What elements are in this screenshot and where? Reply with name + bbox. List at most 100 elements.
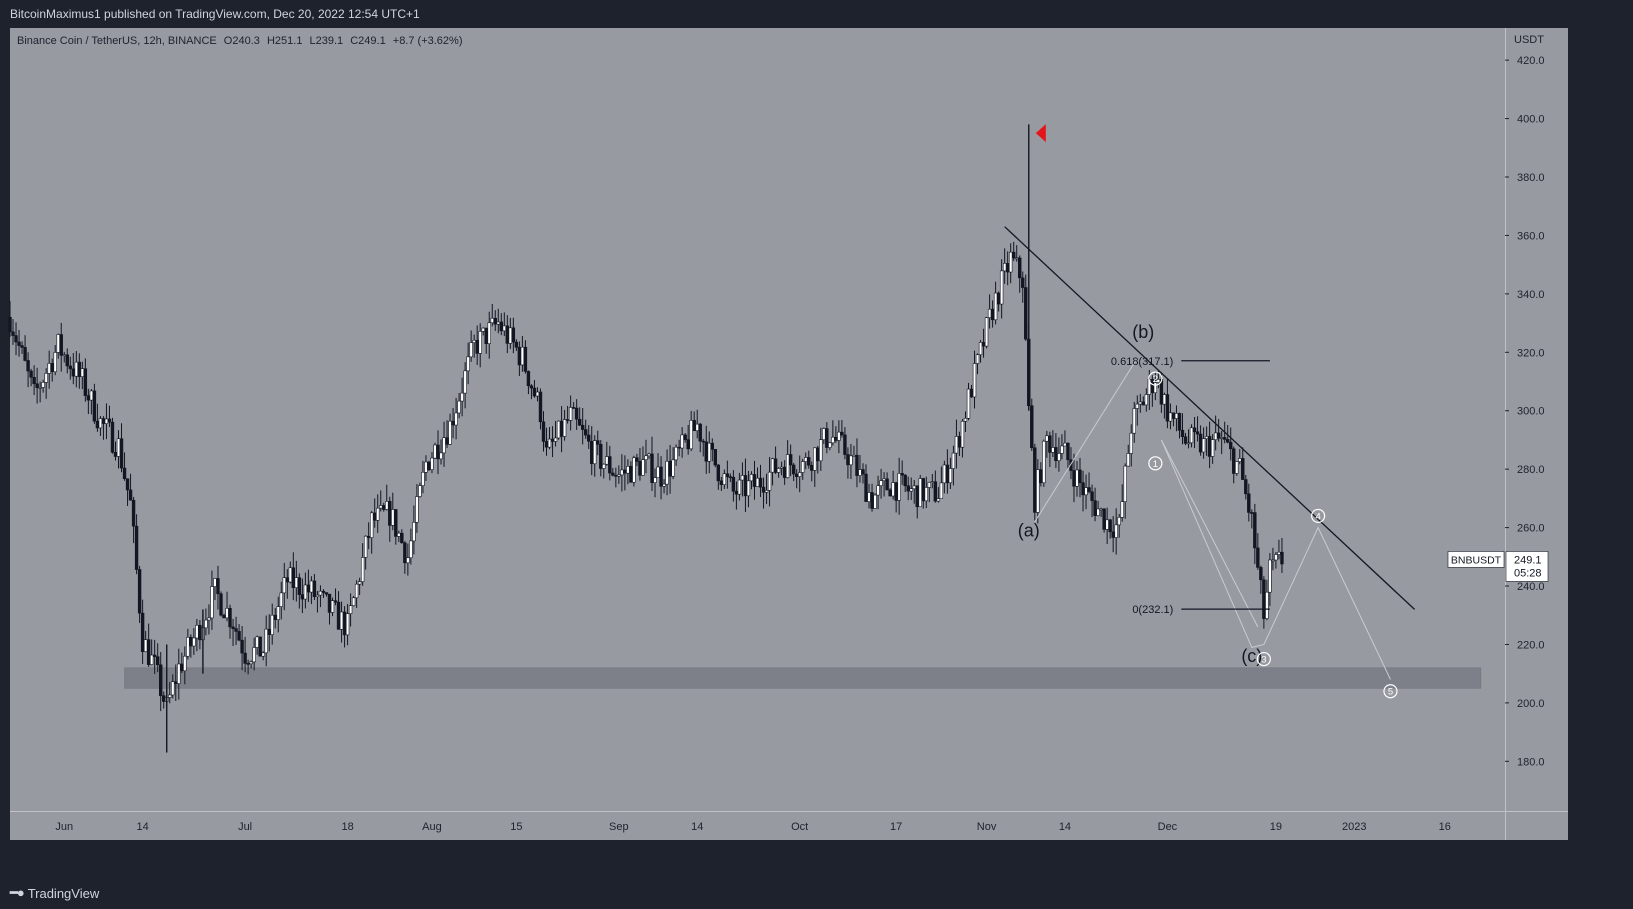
- candle-body-down: [933, 481, 938, 502]
- candle-body-up: [999, 270, 1004, 305]
- candle-body-up: [1138, 401, 1142, 405]
- candle: [155, 643, 160, 673]
- chart-area[interactable]: 0.618(317.1) 0(232.1) (a) (b) (c) 1 2 3 4 5 420.0…: [0, 28, 1633, 876]
- candle: [442, 421, 446, 467]
- change-value: +8.7 (+3.62%): [393, 35, 463, 47]
- candle: [1117, 513, 1121, 538]
- candle-body-down: [243, 652, 247, 664]
- candle-body-down: [324, 592, 329, 595]
- candle-body-up: [1063, 442, 1067, 447]
- candle: [110, 417, 115, 454]
- candle-body-up: [207, 617, 211, 621]
- candle-body-up: [556, 420, 561, 439]
- candle: [1189, 424, 1194, 448]
- countdown-value: 05:28: [1514, 567, 1542, 579]
- candle-body-down: [526, 371, 531, 387]
- candle-body-down: [894, 482, 898, 501]
- candle-body-up: [303, 584, 308, 600]
- candle-body-down: [451, 420, 455, 426]
- candle-body-up: [454, 412, 458, 426]
- candle: [14, 322, 18, 356]
- candle-body-down: [758, 477, 763, 488]
- wave-count-number: 1: [1153, 459, 1158, 470]
- x-tick-label: Oct: [791, 821, 808, 833]
- candle: [92, 383, 97, 424]
- candle: [454, 397, 458, 440]
- candle-body-down: [692, 420, 696, 432]
- candle-body-down: [698, 423, 702, 442]
- candle-body-down: [761, 486, 766, 493]
- candle: [354, 580, 359, 608]
- candle-body-down: [1195, 431, 1200, 435]
- candle: [731, 470, 736, 502]
- candle-body-down: [388, 501, 392, 526]
- candle-body-up: [695, 423, 699, 432]
- candle-body-down: [300, 594, 305, 600]
- candle-body-up: [641, 459, 645, 476]
- candle-body-up: [1105, 519, 1109, 530]
- candle: [855, 438, 859, 488]
- candle: [807, 450, 811, 469]
- candle-body-down: [20, 345, 24, 348]
- candle: [478, 323, 482, 368]
- candle: [1093, 487, 1097, 522]
- candle-body-down: [1011, 251, 1016, 259]
- candle: [1036, 459, 1040, 524]
- candle-body-up: [1144, 394, 1149, 406]
- candle-body-down: [1216, 432, 1221, 439]
- candle: [216, 565, 220, 610]
- candle-body-down: [1262, 579, 1266, 619]
- candle: [840, 420, 844, 438]
- candle-body-down: [544, 441, 549, 448]
- candle: [430, 452, 434, 474]
- candle-body-down: [231, 626, 235, 629]
- y-tick-label: 200.0: [1517, 698, 1545, 710]
- candle: [758, 464, 763, 497]
- candle-body-up: [397, 532, 401, 537]
- candle-body-down: [327, 593, 332, 613]
- candle-body-up: [354, 583, 359, 599]
- tradingview-logo-icon: ━●: [10, 885, 25, 900]
- candle-body-up: [430, 457, 434, 470]
- candle: [345, 604, 350, 646]
- candle-body-down: [107, 418, 112, 423]
- candle: [788, 444, 793, 477]
- candle: [466, 342, 470, 385]
- candle-body-down: [174, 681, 178, 684]
- candle: [186, 628, 190, 660]
- candle: [243, 636, 247, 673]
- candle: [791, 462, 796, 482]
- candle-body-down: [704, 441, 708, 462]
- candle-body-down: [228, 607, 232, 628]
- candle-body-down: [846, 454, 850, 466]
- candle-body-up: [1174, 413, 1179, 419]
- candle-body-up: [376, 507, 380, 521]
- candle: [409, 528, 413, 565]
- tradingview-logo[interactable]: ━● TradingView: [10, 885, 99, 901]
- candle-body-down: [580, 424, 585, 430]
- candle: [436, 430, 440, 475]
- candle-body-up: [662, 483, 666, 487]
- candle-body-up: [104, 418, 109, 424]
- x-tick-label: Dec: [1158, 821, 1178, 833]
- candle: [1216, 418, 1221, 442]
- candle-body-up: [385, 501, 389, 510]
- x-tick-label: Jun: [55, 821, 73, 833]
- candle-body-down: [511, 327, 516, 343]
- candle-body-up: [948, 468, 953, 484]
- candle: [1265, 579, 1269, 621]
- candle-body-down: [517, 347, 522, 366]
- open-label: O: [224, 35, 233, 47]
- candle: [936, 487, 941, 503]
- candle: [107, 405, 112, 428]
- candle-body-up: [764, 490, 769, 493]
- candle-body-up: [391, 509, 395, 526]
- wave-count-number: 4: [1315, 511, 1320, 522]
- candle: [562, 409, 567, 441]
- candle-body-down: [1072, 470, 1076, 487]
- candle: [680, 427, 684, 458]
- candle: [927, 481, 932, 503]
- candle: [406, 543, 410, 576]
- price-chart[interactable]: 0.618(317.1) 0(232.1) (a) (b) (c) 1 2 3 4 5 420.0…: [0, 28, 1633, 876]
- candle: [8, 301, 12, 337]
